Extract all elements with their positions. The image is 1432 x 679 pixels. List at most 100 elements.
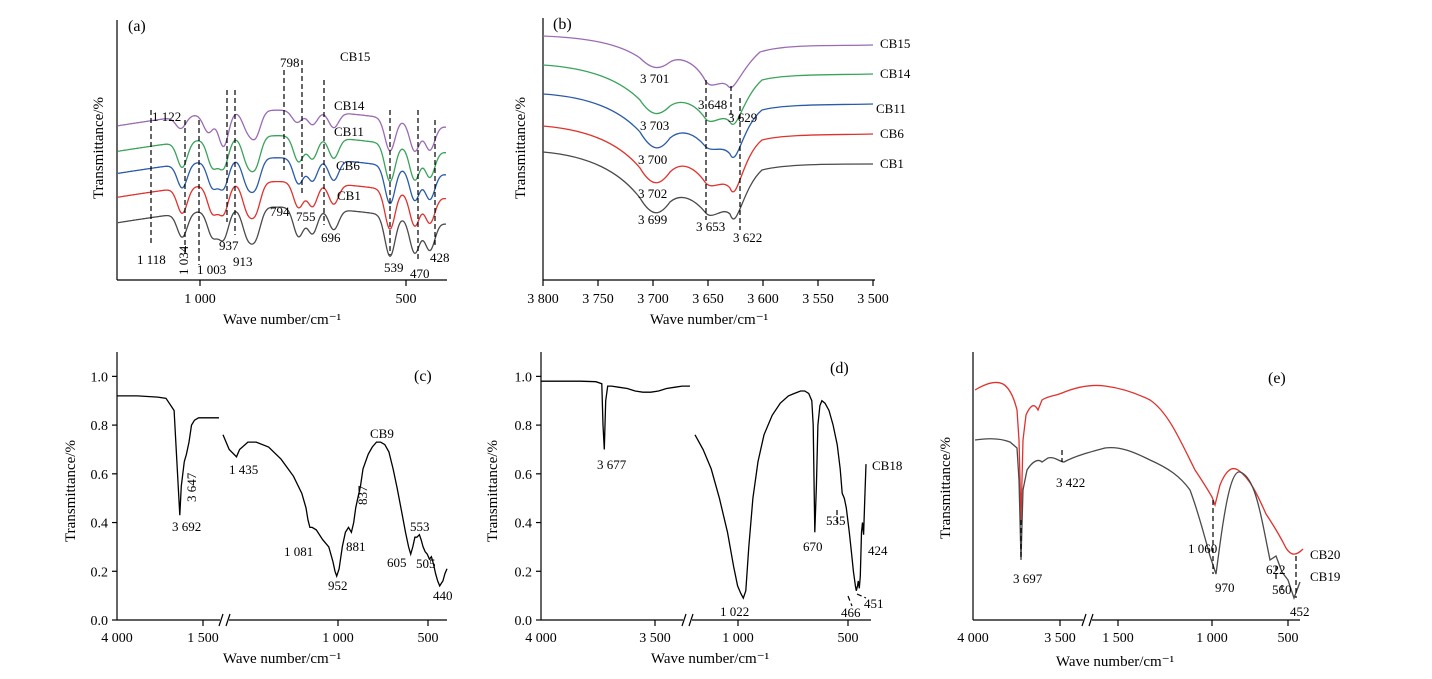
panel-d-peak-marker	[847, 595, 853, 607]
panel-d-x-tick-label: 3 500	[639, 631, 671, 646]
panel-a-peak-label: 539	[384, 260, 404, 275]
panel-d-peak-label: 670	[803, 539, 823, 554]
panel-c-peak-label: 440	[433, 588, 453, 603]
panel-d: (d) Transmittance/% 0.0 0.2 0.4 0.6 0.8 1.0 4…	[485, 352, 902, 667]
panel-c-peak-label: 505	[416, 556, 436, 571]
panel-a-peak-label: 696	[321, 230, 341, 245]
panel-a-series-label-cb6: CB6	[336, 158, 360, 173]
panel-b-series-label-cb1: CB1	[880, 156, 904, 171]
panel-e-x-tick-label: 3 500	[1044, 631, 1076, 646]
panel-c-x-tick-label: 4 000	[101, 631, 133, 646]
panel-c-peak-label: 1 081	[284, 544, 313, 559]
panel-d-y-tick-label: 0.6	[515, 468, 533, 483]
panel-c-y-ticks: 0.0 0.2 0.4 0.6 0.8 1.0	[91, 370, 117, 629]
panel-e-x-axis-label: Wave number/cm⁻¹	[1056, 654, 1174, 670]
panel-b-peak-label: 3 699	[638, 212, 667, 227]
panel-b-series-label-cb11: CB11	[876, 101, 906, 116]
panel-e: (e) Transmittance/% 4 000 3 500 1 500 1 …	[938, 352, 1340, 670]
panel-a-curve-cb6	[117, 180, 446, 230]
panel-e-peak-label: 3 422	[1056, 475, 1085, 490]
panel-c-series-label-cb9: CB9	[370, 426, 394, 441]
panel-a-label: (a)	[128, 18, 146, 35]
panel-e-axis-break-mark	[1081, 613, 1087, 627]
panel-a-series-label-cb11: CB11	[334, 124, 364, 139]
panel-d-axis-break-mark	[681, 613, 687, 627]
panel-d-y-tick-label: 0.4	[515, 517, 533, 532]
panel-c: (c) Transmittance/% 0.0 0.2 0.4 0.6 0.8 1.0 4…	[63, 352, 453, 667]
panel-e-x-tick-label: 1 000	[1196, 631, 1228, 646]
panel-d-y-tick-label: 1.0	[515, 370, 533, 385]
panel-b-peak-label: 3 653	[696, 219, 725, 234]
panel-b-peak-label: 3 701	[640, 71, 669, 86]
panel-d-axis-break-gap	[683, 612, 692, 628]
panel-d-series-group	[541, 380, 867, 600]
panel-e-x-tick-label: 500	[1278, 631, 1299, 646]
panel-c-axis-break-gap	[220, 612, 229, 628]
panel-a-peak-label: 1 122	[152, 109, 181, 124]
panel-b-x-axis-label: Wave number/cm⁻¹	[650, 312, 768, 328]
panel-a-peak-label: 470	[410, 266, 430, 281]
panel-b-peak-label: 3 703	[640, 118, 669, 133]
panel-a-peak-label: 913	[233, 254, 253, 269]
panel-d-y-tick-label: 0.2	[515, 565, 533, 580]
panel-e-peak-label: 1 060	[1188, 541, 1217, 556]
panel-e-peak-label: 3 697	[1013, 571, 1043, 586]
panel-c-y-tick-label: 0.8	[91, 419, 109, 434]
panel-c-peak-label: 881	[346, 539, 366, 554]
panel-a-curve-cb14	[117, 135, 446, 183]
panel-c-y-axis-label: Transmittance/%	[63, 440, 79, 542]
panel-b-peak-label: 3 648	[698, 97, 727, 112]
panel-a-curve-cb11	[117, 157, 446, 205]
panel-c-y-tick-label: 0.2	[91, 565, 109, 580]
panel-c-x-tick-label: 500	[418, 631, 439, 646]
panel-c-peak-label: 3 692	[172, 519, 201, 534]
panel-b: (b) Transmittance/% 3 800 3 750 3 700 3 650…	[513, 16, 911, 328]
panel-d-peak-label: 466	[841, 605, 861, 620]
panel-c-y-tick-label: 0.0	[91, 614, 109, 629]
panel-d-y-tick-label: 0.8	[515, 419, 533, 434]
panel-a-peak-label: 1 034	[176, 245, 191, 275]
panel-d-axis-break-mark	[688, 613, 694, 627]
panel-b-series-label-cb15: CB15	[880, 36, 910, 51]
panel-a-x-tick-label: 500	[396, 292, 417, 307]
panel-b-curve-cb11	[542, 93, 874, 158]
panel-c-peak-label: 553	[410, 519, 430, 534]
panel-c-x-tick-label: 1 500	[187, 631, 219, 646]
panel-a-peak-label: 428	[430, 250, 450, 265]
panel-a-peak-label: 798	[280, 55, 300, 70]
panel-c-y-tick-label: 0.4	[91, 517, 109, 532]
panel-b-series-label-cb14: CB14	[880, 66, 911, 81]
panel-d-x-tick-label: 4 000	[525, 631, 557, 646]
panel-a-curve-cb1	[117, 206, 446, 258]
panel-d-peak-label: 535	[826, 513, 846, 528]
panel-e-x-tick-label: 4 000	[957, 631, 989, 646]
panel-e-axis-break-gap	[1083, 612, 1092, 628]
panel-e-peak-label: 970	[1215, 580, 1235, 595]
panel-e-x-tick-label: 1 500	[1102, 631, 1134, 646]
panel-a-series-label-cb14: CB14	[334, 98, 365, 113]
panel-d-x-axis-label: Wave number/cm⁻¹	[651, 651, 769, 667]
panel-c-peak-label: 605	[387, 555, 407, 570]
panel-d-series-label-cb18: CB18	[872, 458, 902, 473]
panel-b-x-tick-label: 3 700	[637, 292, 669, 307]
panel-d-y-tick-label: 0.0	[515, 614, 533, 629]
panel-b-curve-cb14	[542, 64, 874, 125]
panel-b-peak-label: 3 702	[638, 186, 667, 201]
panel-a-x-axis-label: Wave number/cm⁻¹	[223, 312, 341, 328]
panel-b-x-tick-label: 3 500	[857, 292, 889, 307]
panel-c-curve-cb9	[222, 434, 448, 588]
panel-a-series-group	[117, 109, 447, 258]
panel-a-series-label-cb1: CB1	[337, 188, 361, 203]
panel-d-curve-cb18	[694, 390, 867, 600]
panel-c-label: (c)	[414, 368, 432, 385]
panel-e-curve-cb20	[974, 381, 1304, 555]
panel-a-peak-label: 1 118	[137, 252, 166, 267]
panel-b-y-axis-label: Transmittance/%	[513, 97, 529, 199]
panel-b-curve-cb6	[542, 125, 874, 193]
panel-e-peak-label: 622	[1266, 562, 1286, 577]
panel-b-x-tick-label: 3 550	[802, 292, 834, 307]
panel-a-peak-label: 755	[296, 209, 316, 224]
panel-d-curve-cb18	[541, 380, 690, 450]
panel-e-label: (e)	[1268, 370, 1286, 387]
panel-a-series-label-cb15: CB15	[340, 49, 370, 64]
